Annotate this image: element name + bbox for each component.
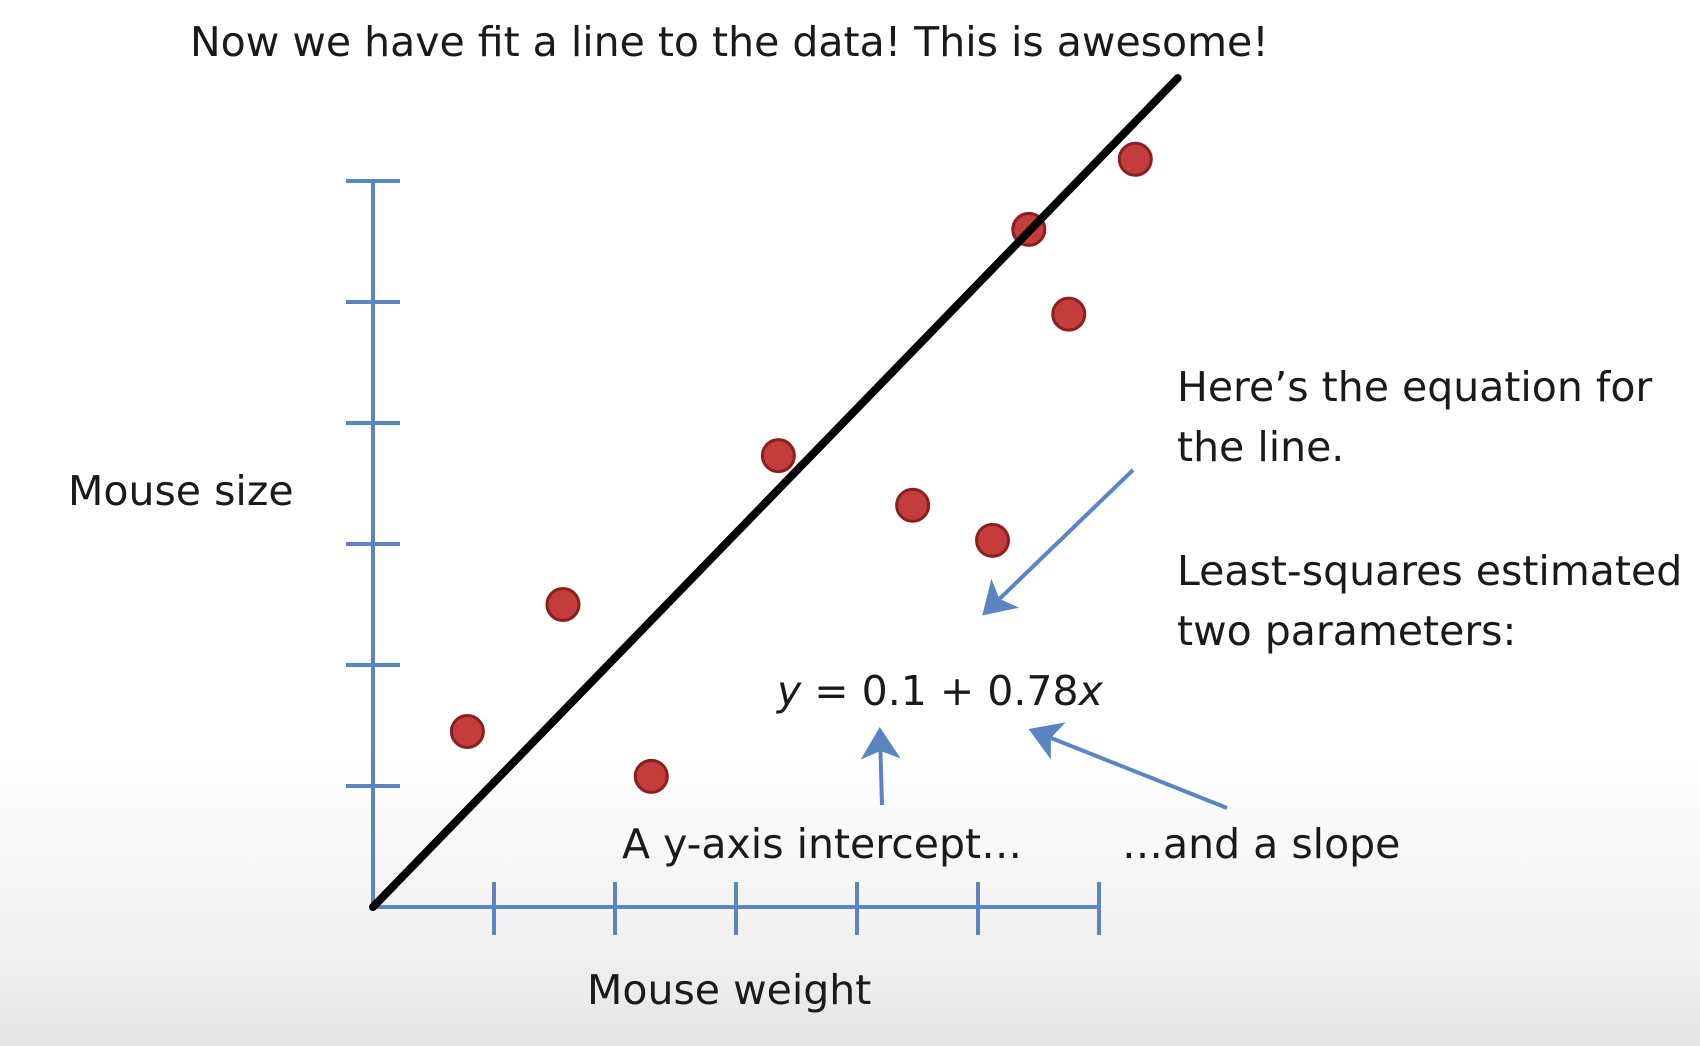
fit-line [369, 74, 1182, 911]
estimate-note-line1: Least-squares estimated [1177, 547, 1682, 595]
intercept-arrow [860, 727, 901, 806]
data-point-5 [895, 487, 931, 523]
equation-note-line1: Here’s the equation for [1177, 363, 1652, 411]
data-point-4 [760, 438, 796, 474]
y-axis-label: Mouse size [68, 467, 294, 515]
slide-title: Now we have fit a line to the data! This… [190, 18, 1269, 66]
data-point-1 [449, 714, 485, 750]
slope-arrow [1028, 722, 1228, 810]
data-point-3 [633, 758, 669, 794]
axes [346, 179, 1101, 935]
data-point-6 [975, 522, 1011, 558]
data-point-2 [545, 587, 581, 622]
intercept-label: A y-axis intercept… [622, 820, 1022, 868]
data-points [449, 141, 1153, 794]
fit-line-group [369, 74, 1182, 911]
x-axis-label: Mouse weight [587, 966, 871, 1014]
data-point-9 [1117, 141, 1153, 177]
data-point-8 [1051, 296, 1087, 332]
equation-coefficients: = 0.1 + 0.78 [801, 667, 1078, 715]
equation-y: y [775, 667, 802, 715]
fit-equation: y = 0.1 + 0.78x [775, 667, 1104, 715]
equation-arrow [982, 468, 1135, 616]
slope-label: …and a slope [1122, 820, 1400, 868]
estimate-note-line2: two parameters: [1177, 607, 1516, 655]
equation-note-line2: the line. [1177, 423, 1344, 471]
equation-x: x [1077, 667, 1104, 715]
